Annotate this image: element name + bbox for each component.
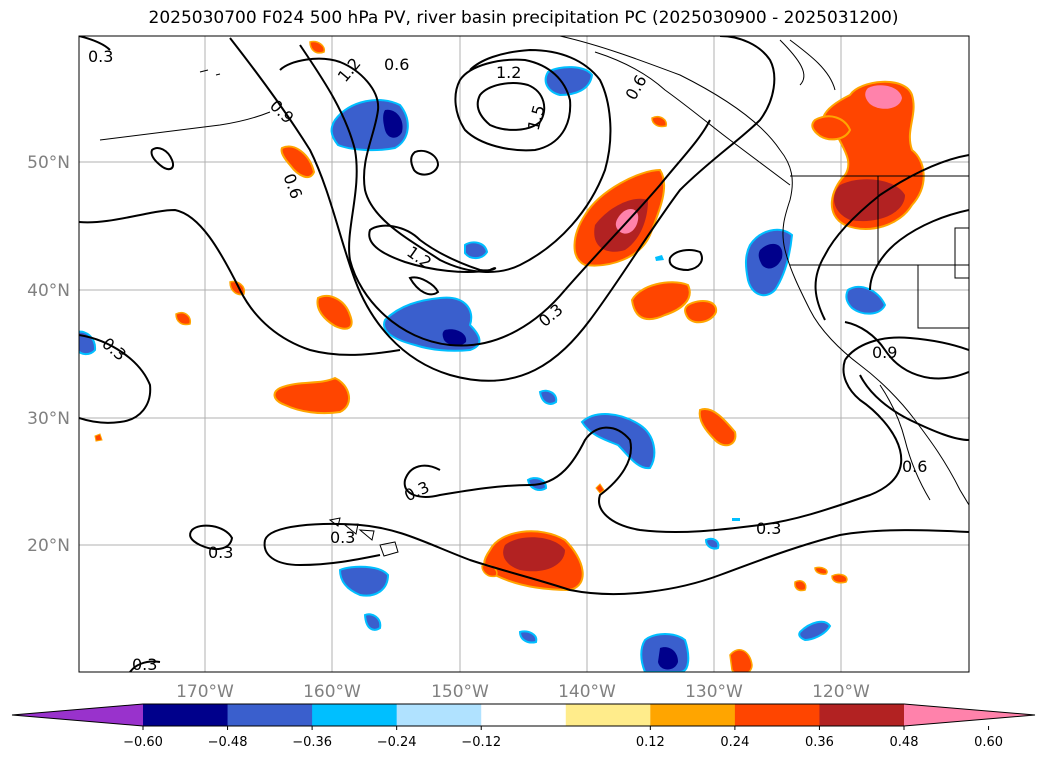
precip-positive-regions xyxy=(94,40,925,672)
colorbar-box xyxy=(481,704,567,726)
colorbar-tick-label: −0.24 xyxy=(377,735,417,750)
pv-label: 0.6 xyxy=(384,55,409,74)
pv-label: 0.9 xyxy=(872,343,897,362)
lon-label: 130°W xyxy=(685,682,743,702)
lat-label: 20°N xyxy=(27,536,70,556)
pv-label: 0.3 xyxy=(330,528,355,547)
colorbar-tick-label: 0.12 xyxy=(636,735,665,750)
lon-label: 170°W xyxy=(176,682,234,702)
pv-label: 1.2 xyxy=(496,63,521,82)
lat-label: 50°N xyxy=(27,153,70,173)
colorbar-tick-label: −0.12 xyxy=(461,735,501,750)
map-frame xyxy=(78,35,970,673)
lon-label: 160°W xyxy=(303,682,361,702)
colorbar-box xyxy=(565,704,651,726)
colorbar-box xyxy=(143,704,229,726)
colorbar-box xyxy=(734,704,820,726)
pv-label: 0.3 xyxy=(756,519,781,538)
lon-label: 140°W xyxy=(558,682,616,702)
chart-title: 2025030700 F024 500 hPa PV, river basin … xyxy=(148,8,899,28)
colorbar-extend-high xyxy=(904,704,1035,726)
pv-label: 0.6 xyxy=(902,457,927,476)
colorbar-tick-label: 0.24 xyxy=(720,735,749,750)
colorbar-box xyxy=(650,704,736,726)
colorbar-box xyxy=(396,704,482,726)
lat-label: 40°N xyxy=(27,281,70,301)
colorbar-tick-label: −0.60 xyxy=(123,735,163,750)
colorbar-tick-label: −0.36 xyxy=(292,735,332,750)
colorbar-box xyxy=(312,704,398,726)
coastlines xyxy=(99,36,969,557)
colorbar-tick-label: 0.48 xyxy=(890,735,919,750)
lon-label: 150°W xyxy=(431,682,489,702)
pv-contours xyxy=(79,36,969,672)
colorbar-box xyxy=(819,704,905,726)
colorbar: −0.60 −0.48 −0.36 −0.24 −0.12 0.12 0.24 0.36 0.4… xyxy=(11,703,1036,750)
colorbar-tick-label: −0.48 xyxy=(208,735,248,750)
colorbar-tick-label: 0.36 xyxy=(805,735,834,750)
longitude-labels: 170°W 160°W 150°W 140°W 130°W 120°W xyxy=(176,682,870,702)
colorbar-extend-low xyxy=(12,704,143,726)
latitude-labels: 50°N 40°N 30°N 20°N xyxy=(27,153,70,556)
pv-label: 0.3 xyxy=(208,543,233,562)
colorbar-box xyxy=(227,704,313,726)
lon-label: 120°W xyxy=(812,682,870,702)
pv-label: 0.3 xyxy=(132,655,157,674)
colorbar-tick-label: 0.60 xyxy=(974,735,1003,750)
lat-label: 30°N xyxy=(27,409,70,429)
pv-label: 0.3 xyxy=(88,47,113,66)
